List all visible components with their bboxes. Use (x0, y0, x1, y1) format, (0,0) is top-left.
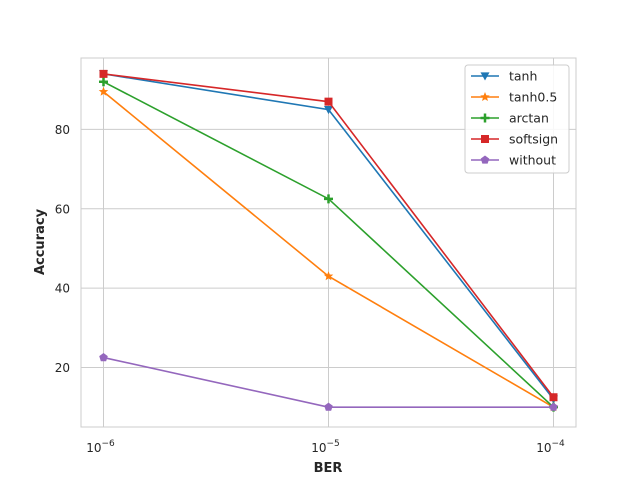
legend-label: tanh (509, 69, 537, 84)
data-point (98, 86, 109, 96)
legend-marker (480, 72, 490, 81)
series-layer (98, 69, 559, 412)
legend-marker (480, 155, 490, 164)
data-point (324, 194, 333, 204)
y-tick-label: 20 (55, 361, 70, 375)
legend-marker (481, 135, 489, 143)
legend-item: tanh0.5 (471, 90, 557, 105)
y-tick-label: 40 (55, 282, 70, 296)
x-axis-label: BER (314, 461, 343, 476)
data-point (324, 97, 333, 106)
legend-item: without (471, 153, 556, 168)
x-tick-base: 10 (536, 441, 551, 455)
legend-marker (480, 113, 490, 123)
data-point (99, 353, 108, 362)
x-tick-exponent: −4 (552, 439, 566, 449)
x-tick-label: 10−5 (311, 439, 340, 455)
x-tick-label: 10−4 (536, 439, 565, 455)
data-point (324, 105, 333, 115)
y-tick-labels: 20 40 60 80 (55, 123, 70, 375)
legend-box (464, 64, 570, 174)
data-point (99, 69, 108, 78)
x-tick-label: 10−6 (86, 439, 115, 455)
x-tick-exponent: −5 (327, 439, 340, 449)
data-point (549, 402, 558, 411)
legend-marker (480, 92, 490, 102)
x-tick-base: 10 (311, 441, 326, 455)
x-tick-labels: 10−6 10−5 10−4 (86, 439, 565, 455)
x-tick-exponent: −6 (102, 439, 116, 449)
legend-item: tanh (471, 69, 537, 84)
legend-label: arctan (509, 111, 549, 126)
legend: tanh tanh0.5 arctan softsign without (464, 64, 570, 174)
data-point (549, 393, 558, 402)
y-axis-label: Accuracy (33, 208, 48, 275)
series-without (99, 353, 558, 411)
y-tick-label: 80 (55, 123, 70, 137)
data-point (99, 77, 108, 87)
x-tick-base: 10 (86, 441, 101, 455)
legend-item: softsign (471, 132, 558, 147)
legend-label: softsign (509, 132, 558, 147)
data-point (324, 402, 333, 411)
legend-label: tanh0.5 (509, 90, 557, 105)
legend-label: without (509, 153, 556, 168)
data-point (323, 271, 334, 281)
series-softsign (99, 69, 558, 402)
legend-item: arctan (471, 111, 549, 126)
y-tick-label: 60 (55, 202, 70, 216)
